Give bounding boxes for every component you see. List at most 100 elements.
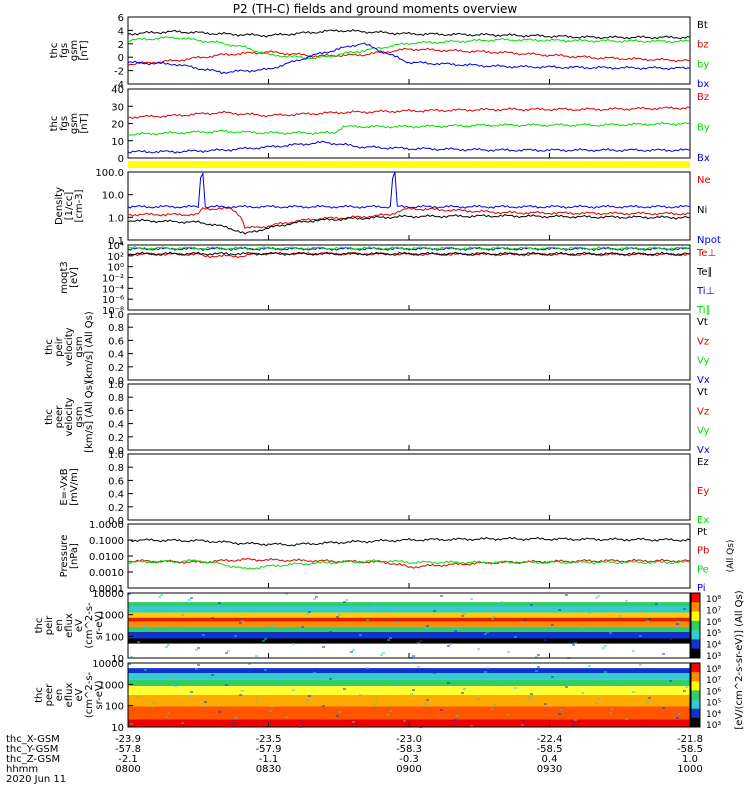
spectrogram-noise <box>528 606 531 608</box>
time-axis-label: hhmm <box>6 764 38 775</box>
spectrogram-noise <box>572 723 575 725</box>
spectrogram-noise <box>269 625 272 627</box>
spectrogram-noise <box>396 622 399 624</box>
spectrogram-noise <box>128 663 131 665</box>
spectrogram-noise <box>669 638 672 640</box>
legend-Vy: Vy <box>697 426 710 437</box>
colorbar-segment <box>691 690 700 701</box>
spectrogram-noise <box>227 650 230 652</box>
legend-Ti⊥: Ti⊥ <box>696 286 714 297</box>
legend-Bx: Bx <box>697 153 710 164</box>
y-axis-label: gsm <box>74 406 85 427</box>
y-axis-label: eV <box>74 688 85 701</box>
panel-efield: 1.0 0.8 0.6 0.4 0.2 0.0 E=-VxB [mV/m] Ez Ey Ex <box>59 450 709 527</box>
spectrogram-noise <box>373 604 376 606</box>
y-tick-label: 0.2 <box>108 363 124 374</box>
spectrogram-noise <box>454 630 457 632</box>
panel-ion_velocity: 1.0 0.8 0.6 0.4 0.2 0.0 thc peir velocity gsm [km/… <box>44 310 710 387</box>
colorbar-segment <box>691 717 700 728</box>
spectrogram-noise <box>678 621 681 623</box>
spectrogram-noise <box>195 649 198 651</box>
series-bz <box>127 47 691 67</box>
spectrogram-noise <box>343 688 346 690</box>
spectrogram-noise <box>190 597 193 599</box>
spectrogram-noise <box>151 611 154 613</box>
y-tick-label: 0.1000 <box>89 536 124 547</box>
colorbar-segment <box>691 681 700 691</box>
colorbar-tick: 10⁸ <box>706 665 721 675</box>
y-axis-label: velocity <box>64 327 75 366</box>
orbit-row-value: -23.5 <box>256 734 282 745</box>
spectrogram-noise <box>239 622 242 624</box>
spectrogram-noise <box>625 718 628 720</box>
spectrogram-noise <box>343 601 346 603</box>
spectrogram-noise <box>412 655 415 657</box>
y-axis-label: [1/cc] <box>64 192 75 221</box>
legend-Pi: Pi <box>697 583 706 594</box>
spectrogram-noise <box>241 620 244 622</box>
legend-by: by <box>697 59 709 70</box>
spectrogram-noise <box>204 632 207 634</box>
spectrogram-noise <box>662 707 665 709</box>
series-Ti∥ <box>127 245 691 251</box>
spectrogram-noise <box>632 691 635 693</box>
spectrogram-noise <box>426 699 429 701</box>
y-tick-label: 1000 <box>99 611 124 622</box>
colorbar-tick: 10⁵ <box>706 699 721 709</box>
spectrogram-noise <box>359 694 362 696</box>
y-axis-label: [nT] <box>79 113 90 133</box>
y-tick-label: 0.4 <box>108 420 124 431</box>
spectrogram-noise <box>174 629 177 631</box>
spectrogram-noise <box>306 699 309 701</box>
spectrogram-band <box>128 695 690 707</box>
y-axis-label: [km/s] (All Qs) <box>84 311 95 383</box>
spectrogram-noise <box>313 598 316 600</box>
panel-frame <box>127 453 691 521</box>
spectrogram-noise <box>477 648 480 650</box>
spectrogram-noise <box>336 616 339 618</box>
spectrogram-noise <box>535 670 538 672</box>
orbit-row-value: -57.9 <box>256 744 282 755</box>
spectrogram-noise <box>153 702 156 704</box>
y-axis-label: E=-VxB <box>59 468 70 505</box>
spectrogram-noise <box>195 668 198 670</box>
spectrogram-noise <box>602 647 605 649</box>
y-tick-label: 0 <box>118 53 124 64</box>
y-tick-label: -2 <box>114 67 124 78</box>
spectrogram-noise <box>410 693 413 695</box>
spectrogram-noise <box>523 720 526 722</box>
colorbar-tick: 10⁷ <box>706 606 721 616</box>
spectrogram-noise <box>144 669 147 671</box>
y-tick-label: 0.8 <box>108 393 124 404</box>
spectrogram-noise <box>264 638 267 640</box>
colorbar-tick: 10³ <box>706 652 721 662</box>
spectrogram-noise <box>380 654 383 656</box>
spectrogram-noise <box>419 640 422 642</box>
spectrogram-noise <box>595 597 598 599</box>
y-tick-label: 10 <box>111 137 124 148</box>
series-bx <box>127 42 691 75</box>
spectrogram-noise <box>313 672 316 674</box>
spectrogram-noise <box>447 645 450 647</box>
y-tick-label: 0.6 <box>108 406 124 417</box>
spectrogram-noise <box>558 609 561 611</box>
spectrogram-noise <box>137 641 140 643</box>
colorbar-tick: 10⁴ <box>706 710 721 720</box>
spectrogram-band <box>128 663 690 669</box>
spectrogram-noise <box>269 710 272 712</box>
y-tick-label: 0.0100 <box>89 552 124 563</box>
y-tick-label: 20 <box>111 120 124 131</box>
spectrogram-noise <box>130 723 133 725</box>
y-axis-label: moqt3 <box>59 261 70 294</box>
spectrogram-band <box>128 638 690 644</box>
spectrogram-noise <box>449 643 452 645</box>
spectrogram-noise <box>588 612 591 614</box>
y-tick-label: 0.4 <box>108 490 124 501</box>
spectrogram-noise <box>535 656 538 658</box>
legend-Ey: Ey <box>697 486 709 497</box>
spectrogram-band <box>128 621 690 627</box>
spectrogram-noise <box>491 708 494 710</box>
colorbar-segment <box>691 630 700 640</box>
spectrogram-noise <box>641 633 644 635</box>
